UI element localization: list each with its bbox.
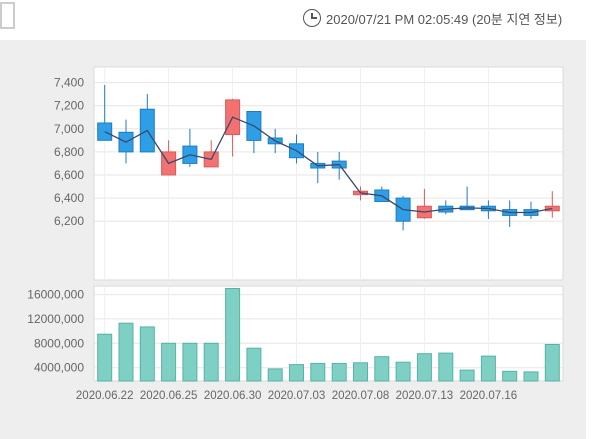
svg-text:6,400: 6,400 <box>54 191 84 205</box>
svg-text:7,200: 7,200 <box>54 99 84 113</box>
svg-text:16000,000: 16000,000 <box>27 288 84 302</box>
svg-text:2020.06.22: 2020.06.22 <box>76 390 134 402</box>
svg-text:2020.07.08: 2020.07.08 <box>332 390 390 402</box>
svg-text:2020.07.16: 2020.07.16 <box>460 390 518 402</box>
svg-text:4000,000: 4000,000 <box>34 361 84 375</box>
svg-text:2020.07.13: 2020.07.13 <box>396 390 454 402</box>
svg-text:6,600: 6,600 <box>54 168 84 182</box>
svg-text:7,000: 7,000 <box>54 122 84 136</box>
svg-text:2020.06.25: 2020.06.25 <box>140 390 198 402</box>
svg-text:2020.07.03: 2020.07.03 <box>268 390 326 402</box>
svg-text:8000,000: 8000,000 <box>34 336 84 350</box>
svg-text:2020.06.30: 2020.06.30 <box>204 390 262 402</box>
svg-text:12000,000: 12000,000 <box>27 312 84 326</box>
svg-text:6,200: 6,200 <box>54 214 84 228</box>
svg-text:6,800: 6,800 <box>54 145 84 159</box>
svg-text:7,400: 7,400 <box>54 76 84 90</box>
